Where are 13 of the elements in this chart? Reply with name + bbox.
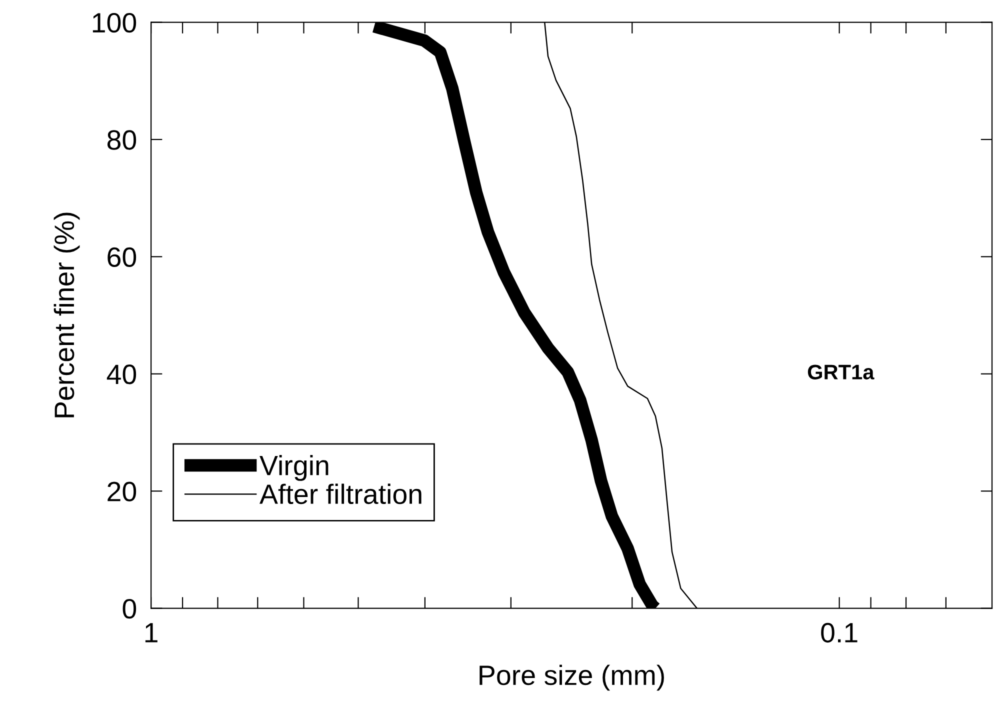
y-tick-label: 20 [108, 482, 136, 502]
y-tick-label: 100 [92, 12, 136, 33]
x-tick-label: 0.1 [821, 622, 858, 643]
y-tick-label: 60 [108, 247, 136, 268]
y-tick-label: 40 [106, 364, 136, 384]
annotation: GRT1a [808, 364, 874, 380]
legend-label: Virgin [260, 455, 328, 481]
y-axis-title: Percent finer (%) [54, 212, 80, 418]
y-tick-label: 0 [122, 598, 136, 619]
y-tick-label: 80 [107, 130, 136, 150]
legend-label: After filtration [260, 484, 422, 504]
x-axis-title: Pore size (mm) [480, 664, 664, 691]
x-tick-label: 1 [145, 623, 158, 642]
